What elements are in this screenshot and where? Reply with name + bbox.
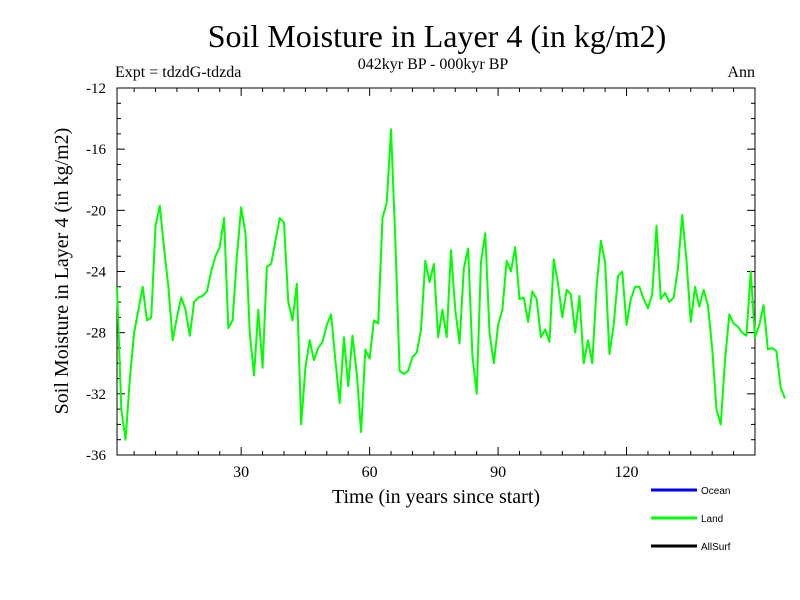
y-tick-label: -12 [86,81,106,97]
y-tick-label: -16 [86,142,106,158]
x-tick-label: 60 [362,464,378,481]
x-tick-label: 30 [233,464,249,481]
y-axis-label: Soil Moisture in Layer 4 (in kg/m2) [51,128,73,415]
chart-subtitle: 042kyr BP - 000kyr BP [358,56,509,73]
y-tick-label: -32 [86,387,106,403]
period-label: Ann [727,64,755,81]
legend: Ocean Land AllSurf [651,486,731,553]
y-tick-label: -28 [86,326,106,342]
series-line-land [116,128,786,441]
series-layer [116,128,786,441]
y-tick-label: -20 [86,203,106,219]
y-tick-label: -24 [86,265,106,281]
x-tick-labels: 30 60 90 120 [233,464,638,481]
x-tick-label: 120 [615,464,639,481]
legend-label-ocean: Ocean [701,486,730,497]
x-tick-label: 90 [490,464,506,481]
experiment-label: Expt = tdzdG-tdzda [115,64,241,81]
y-tick-label: -36 [86,448,106,464]
legend-label-allsurf: AllSurf [701,542,731,553]
x-axis-label: Time (in years since start) [332,486,540,508]
y-tick-labels: -12 -16 -20 -24 -28 -32 -36 [86,81,106,464]
legend-label-land: Land [701,514,723,525]
chart-title: Soil Moisture in Layer 4 (in kg/m2) [208,18,667,54]
